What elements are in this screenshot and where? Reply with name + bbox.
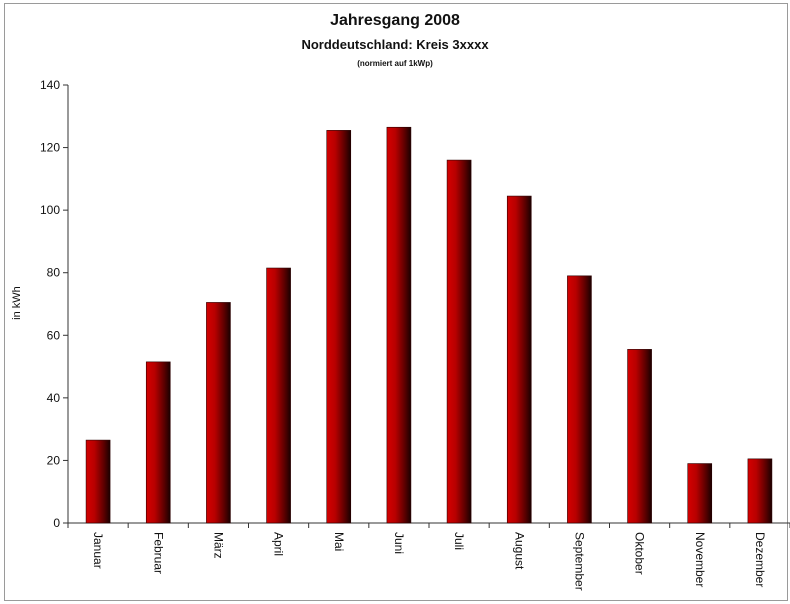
y-axis: 0 20 40 60 80 100 120 140 [40, 78, 69, 530]
x-tick-label: März [211, 532, 225, 559]
chart-title: Jahresgang 2008 [330, 12, 460, 29]
y-tick-label: 120 [40, 141, 60, 155]
bar-januar [85, 439, 111, 524]
x-tick-label: Januar [91, 532, 105, 569]
bar-juni [386, 126, 412, 524]
bar-dezember [747, 458, 773, 524]
x-tick-label: September [572, 532, 586, 591]
y-tick-label: 60 [47, 328, 61, 342]
x-tick-label: Oktober [633, 532, 647, 575]
bar-august [506, 195, 532, 524]
x-tick-label: Mai [332, 532, 346, 551]
y-tick-label: 0 [53, 516, 60, 530]
bar-september [567, 275, 592, 524]
x-tick-label: Juni [392, 532, 406, 554]
x-tick-label: April [272, 532, 286, 556]
bar-juli [446, 159, 472, 524]
y-tick-label: 40 [47, 391, 61, 405]
bar-mrz [206, 302, 231, 524]
x-tick-label: Dezember [753, 532, 767, 587]
x-tick-label: November [693, 532, 707, 587]
x-axis: Januar Februar März April Mai Juni Juli August S… [67, 522, 790, 591]
y-tick-label: 100 [40, 203, 60, 217]
y-tick-label: 80 [47, 266, 61, 280]
x-tick-label: August [512, 532, 526, 570]
y-axis-label: in kWh [11, 286, 23, 320]
x-tick-label: Juli [452, 532, 466, 550]
y-tick-label: 140 [40, 78, 60, 92]
bar-april [266, 267, 291, 524]
bars [85, 126, 773, 524]
chart-note: (normiert auf 1kWp) [357, 59, 433, 68]
bar-november [687, 463, 713, 524]
x-tick-label: Februar [151, 532, 165, 574]
bar-mai [326, 130, 352, 524]
bar-oktober [627, 349, 652, 524]
y-tick-label: 20 [47, 453, 61, 467]
chart-subtitle: Norddeutschland: Kreis 3xxxx [301, 37, 489, 52]
bar-februar [145, 361, 171, 524]
